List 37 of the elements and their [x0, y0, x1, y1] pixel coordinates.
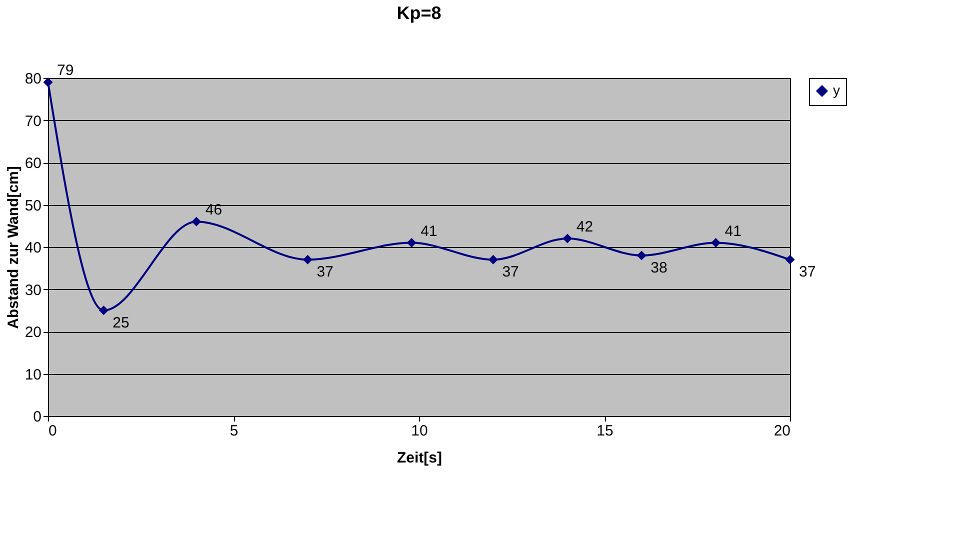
point	[488, 254, 498, 264]
data-label: 42	[576, 218, 594, 236]
data-label: 37	[502, 264, 519, 281]
x-tick-label: 10	[411, 422, 428, 440]
y-tick-label: 70	[24, 112, 42, 130]
y-tick-label: 10	[24, 366, 42, 384]
data-label: 25	[112, 314, 130, 332]
x-tick-label: 5	[230, 422, 238, 440]
x-tick-label: 0	[48, 422, 57, 440]
y-tick-label: 20	[24, 324, 42, 341]
x-tick-label: 20	[774, 422, 790, 440]
chart-title: Kp=8	[396, 3, 442, 24]
point	[785, 254, 795, 264]
x-axis-title: Zeit[s]	[397, 450, 442, 466]
point	[711, 238, 721, 248]
point	[192, 216, 202, 226]
y-tick-label: 50	[24, 197, 42, 214]
y-tick-label: 30	[24, 282, 42, 299]
point	[636, 250, 646, 260]
data-label: 41	[724, 222, 742, 240]
legend-label: y	[833, 82, 840, 98]
y-tick-label: 0	[33, 408, 42, 426]
data-label: 37	[799, 264, 816, 281]
y-tick-label: 80	[24, 70, 42, 88]
point	[406, 238, 416, 248]
y-axis-title: Abstand zur Wand[cm]	[4, 166, 22, 329]
point	[43, 77, 53, 87]
point	[562, 234, 572, 244]
y-tick-label: 40	[24, 240, 42, 256]
x-tick-label: 15	[596, 422, 614, 440]
y-tick-label: 60	[24, 155, 42, 172]
point	[98, 306, 108, 316]
data-label: 37	[316, 264, 334, 281]
data-label: 79	[57, 62, 74, 80]
data-label: 38	[650, 259, 668, 276]
data-label: 41	[420, 222, 438, 240]
point	[302, 254, 312, 264]
